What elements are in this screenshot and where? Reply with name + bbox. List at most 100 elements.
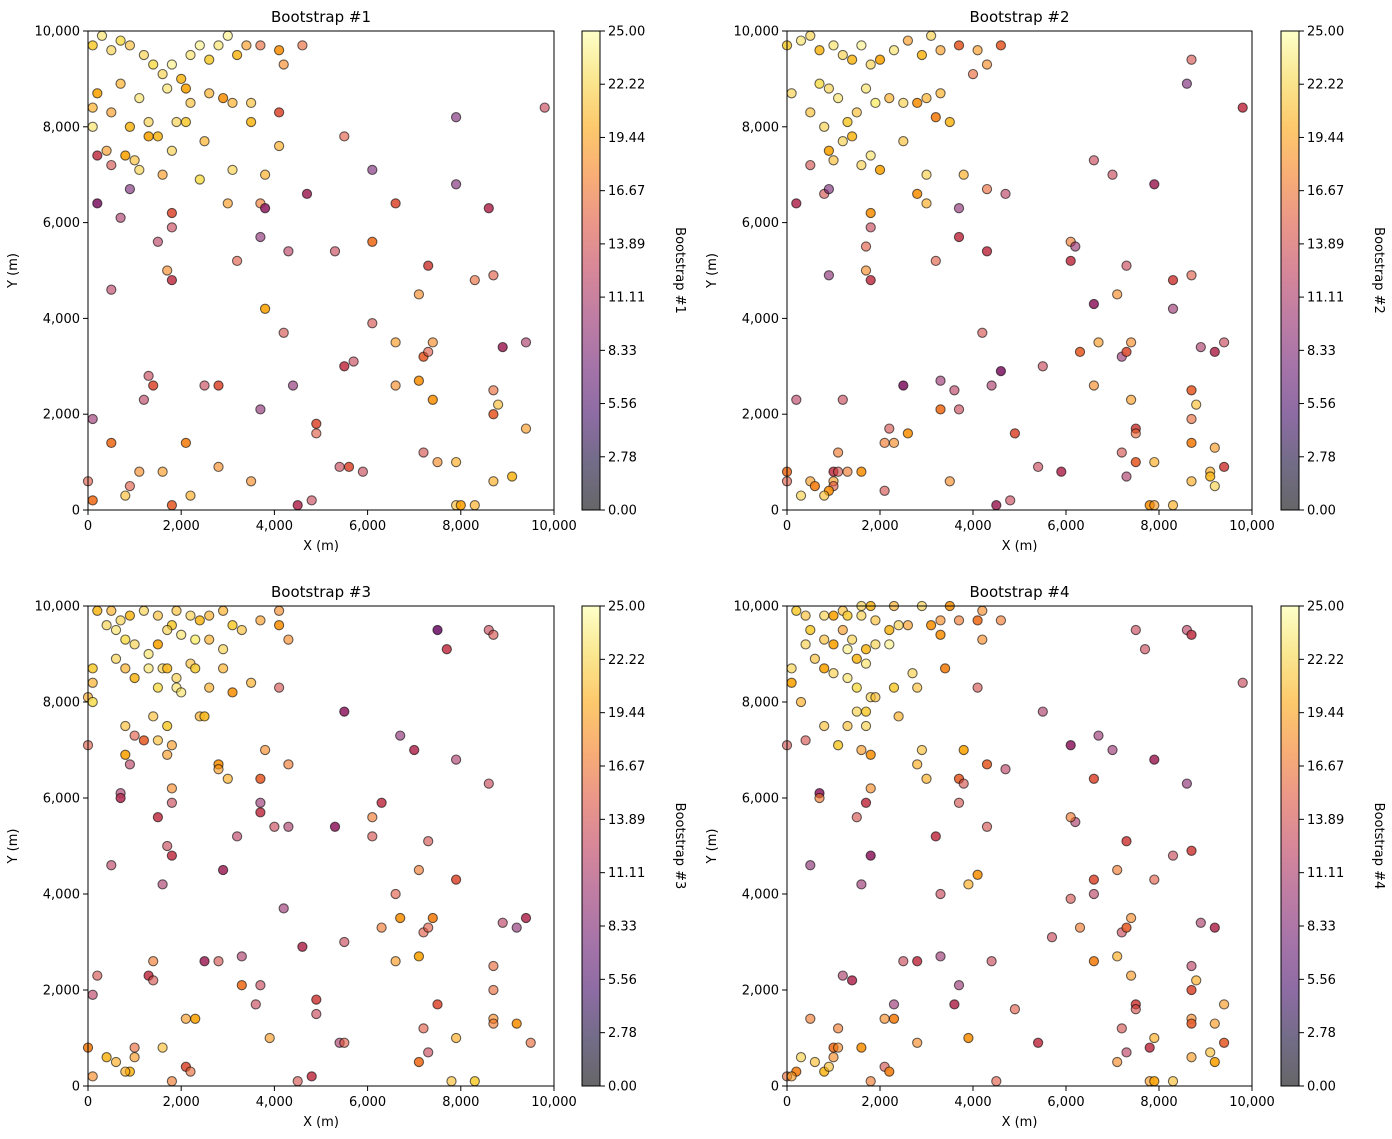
data-point <box>856 1042 867 1053</box>
data-point <box>227 687 238 698</box>
data-point <box>115 792 126 804</box>
data-point <box>912 956 923 967</box>
data-point <box>87 677 98 688</box>
data-point <box>217 663 229 674</box>
x-axis-label: X (m) <box>303 539 339 554</box>
data-point <box>856 466 867 477</box>
data-point <box>828 1052 839 1063</box>
data-point <box>1116 1023 1127 1034</box>
data-point <box>874 54 886 65</box>
data-point <box>250 999 261 1010</box>
x-axis-label: X (m) <box>1002 539 1038 554</box>
colorbar: 0.00 2.78 5.56 8.33 11.11 13.89 16.67 19.44 22.2… <box>581 25 687 519</box>
data-point <box>865 274 876 286</box>
data-point <box>171 605 182 616</box>
colorbar-label: Bootstrap #1 <box>672 227 687 314</box>
data-point <box>907 668 918 679</box>
colorbar-gradient <box>1281 606 1299 1086</box>
data-point <box>166 850 178 861</box>
data-point <box>129 672 140 684</box>
data-point <box>842 644 853 655</box>
data-point <box>217 605 229 616</box>
data-point <box>166 740 178 751</box>
colorbar-tick-label: 19.44 <box>608 131 645 146</box>
x-axis-label: X (m) <box>1002 1115 1038 1130</box>
colorbar-gradient <box>582 606 600 1086</box>
y-tick-label: 8,000 <box>43 696 80 711</box>
data-point <box>981 59 993 70</box>
colorbar: 0.00 2.78 5.56 8.33 11.11 13.89 16.67 19.44 22.2… <box>1280 25 1386 519</box>
data-point <box>921 169 932 180</box>
data-point <box>306 1071 317 1082</box>
data-point <box>912 97 923 109</box>
data-point <box>828 40 839 51</box>
data-point <box>1088 773 1100 784</box>
data-point <box>823 1061 835 1072</box>
data-point <box>1107 744 1118 756</box>
data-point <box>273 107 285 118</box>
data-point <box>152 735 164 746</box>
data-point <box>432 999 443 1010</box>
data-point <box>143 116 154 128</box>
data-point <box>162 265 173 276</box>
data-point <box>441 644 452 655</box>
data-point <box>157 169 168 180</box>
data-point <box>506 471 518 482</box>
data-point <box>1149 500 1160 511</box>
data-point <box>138 49 150 61</box>
x-tick-label: 2,000 <box>163 519 200 534</box>
colorbar-frame <box>581 30 601 511</box>
data-point <box>1167 850 1179 861</box>
data-point <box>828 155 839 166</box>
colorbar-tick-label: 5.56 <box>1307 397 1336 412</box>
data-point <box>1037 706 1048 717</box>
data-point <box>786 663 797 674</box>
data-point <box>1186 54 1197 65</box>
data-point <box>846 634 858 645</box>
data-point <box>1088 155 1100 166</box>
data-point <box>231 255 243 267</box>
data-point <box>413 289 425 300</box>
data-point <box>367 318 378 329</box>
data-point <box>879 1013 890 1024</box>
data-point <box>255 980 266 991</box>
data-point <box>1130 456 1141 468</box>
data-point <box>1209 1056 1220 1068</box>
data-point <box>488 385 499 396</box>
data-point <box>1125 337 1137 348</box>
data-point <box>166 145 178 156</box>
data-point <box>925 30 937 41</box>
colorbar-tick-label: 8.33 <box>608 344 637 359</box>
colorbar-tick-label: 11.11 <box>1307 866 1344 881</box>
chart-title: Bootstrap #4 <box>970 583 1070 601</box>
data-point <box>958 744 969 756</box>
data-point <box>930 112 941 123</box>
data-point <box>1191 975 1202 986</box>
data-point <box>823 145 835 156</box>
y-tick-label: 10,000 <box>734 600 780 615</box>
data-point <box>129 155 140 166</box>
data-point <box>194 615 205 626</box>
data-point <box>856 610 867 621</box>
data-point <box>92 970 103 981</box>
data-point <box>222 30 233 41</box>
data-point <box>134 92 145 104</box>
data-point <box>390 198 401 209</box>
data-point <box>828 668 839 679</box>
data-point <box>283 246 294 257</box>
data-point <box>842 466 853 477</box>
data-point <box>1121 260 1132 271</box>
data-point <box>120 720 131 732</box>
data-point <box>837 624 848 636</box>
data-point <box>469 274 480 286</box>
data-point <box>1218 1037 1230 1048</box>
y-axis-label: Y (m) <box>705 829 720 865</box>
plot-area <box>787 31 1252 510</box>
data-point <box>1088 956 1100 967</box>
data-point <box>893 620 904 631</box>
y-tick-label: 6,000 <box>43 216 80 231</box>
data-point <box>1130 1004 1141 1015</box>
data-point <box>96 30 108 41</box>
data-point <box>884 624 895 636</box>
data-point <box>110 653 122 664</box>
